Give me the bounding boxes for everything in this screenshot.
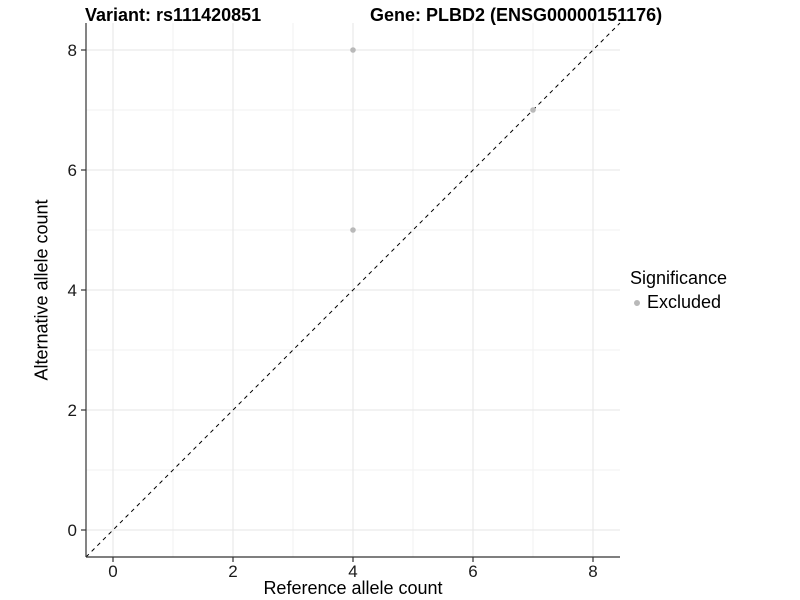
legend-entry-excluded: Excluded — [628, 292, 727, 313]
legend-entry-label: Excluded — [647, 292, 722, 312]
x-tick-label: 8 — [588, 562, 597, 581]
legend-key — [628, 294, 646, 312]
x-tick-label: 0 — [108, 562, 117, 581]
data-point — [350, 227, 356, 233]
variant-title: Variant: rs111420851 — [85, 5, 262, 25]
y-tick-label: 8 — [68, 41, 77, 60]
significance-legend: Significance Excluded — [628, 268, 727, 313]
y-axis-title: Alternative allele count — [31, 199, 52, 381]
legend-title: Significance — [630, 268, 728, 288]
gene-title: Gene: PLBD2 (ENSG00000151176) — [370, 5, 663, 25]
x-tick-label: 4 — [348, 562, 357, 581]
y-tick-label: 0 — [68, 521, 77, 540]
data-point — [350, 47, 356, 53]
data-point — [530, 107, 536, 113]
y-tick-label: 2 — [68, 401, 77, 420]
y-tick-label: 4 — [68, 281, 77, 300]
x-axis-title: Reference allele count — [263, 578, 443, 598]
x-tick-label: 2 — [228, 562, 237, 581]
y-tick-label: 6 — [68, 161, 77, 180]
x-tick-label: 6 — [468, 562, 477, 581]
identity-reference-line — [85, 22, 621, 558]
excluded-point-icon — [634, 299, 640, 306]
